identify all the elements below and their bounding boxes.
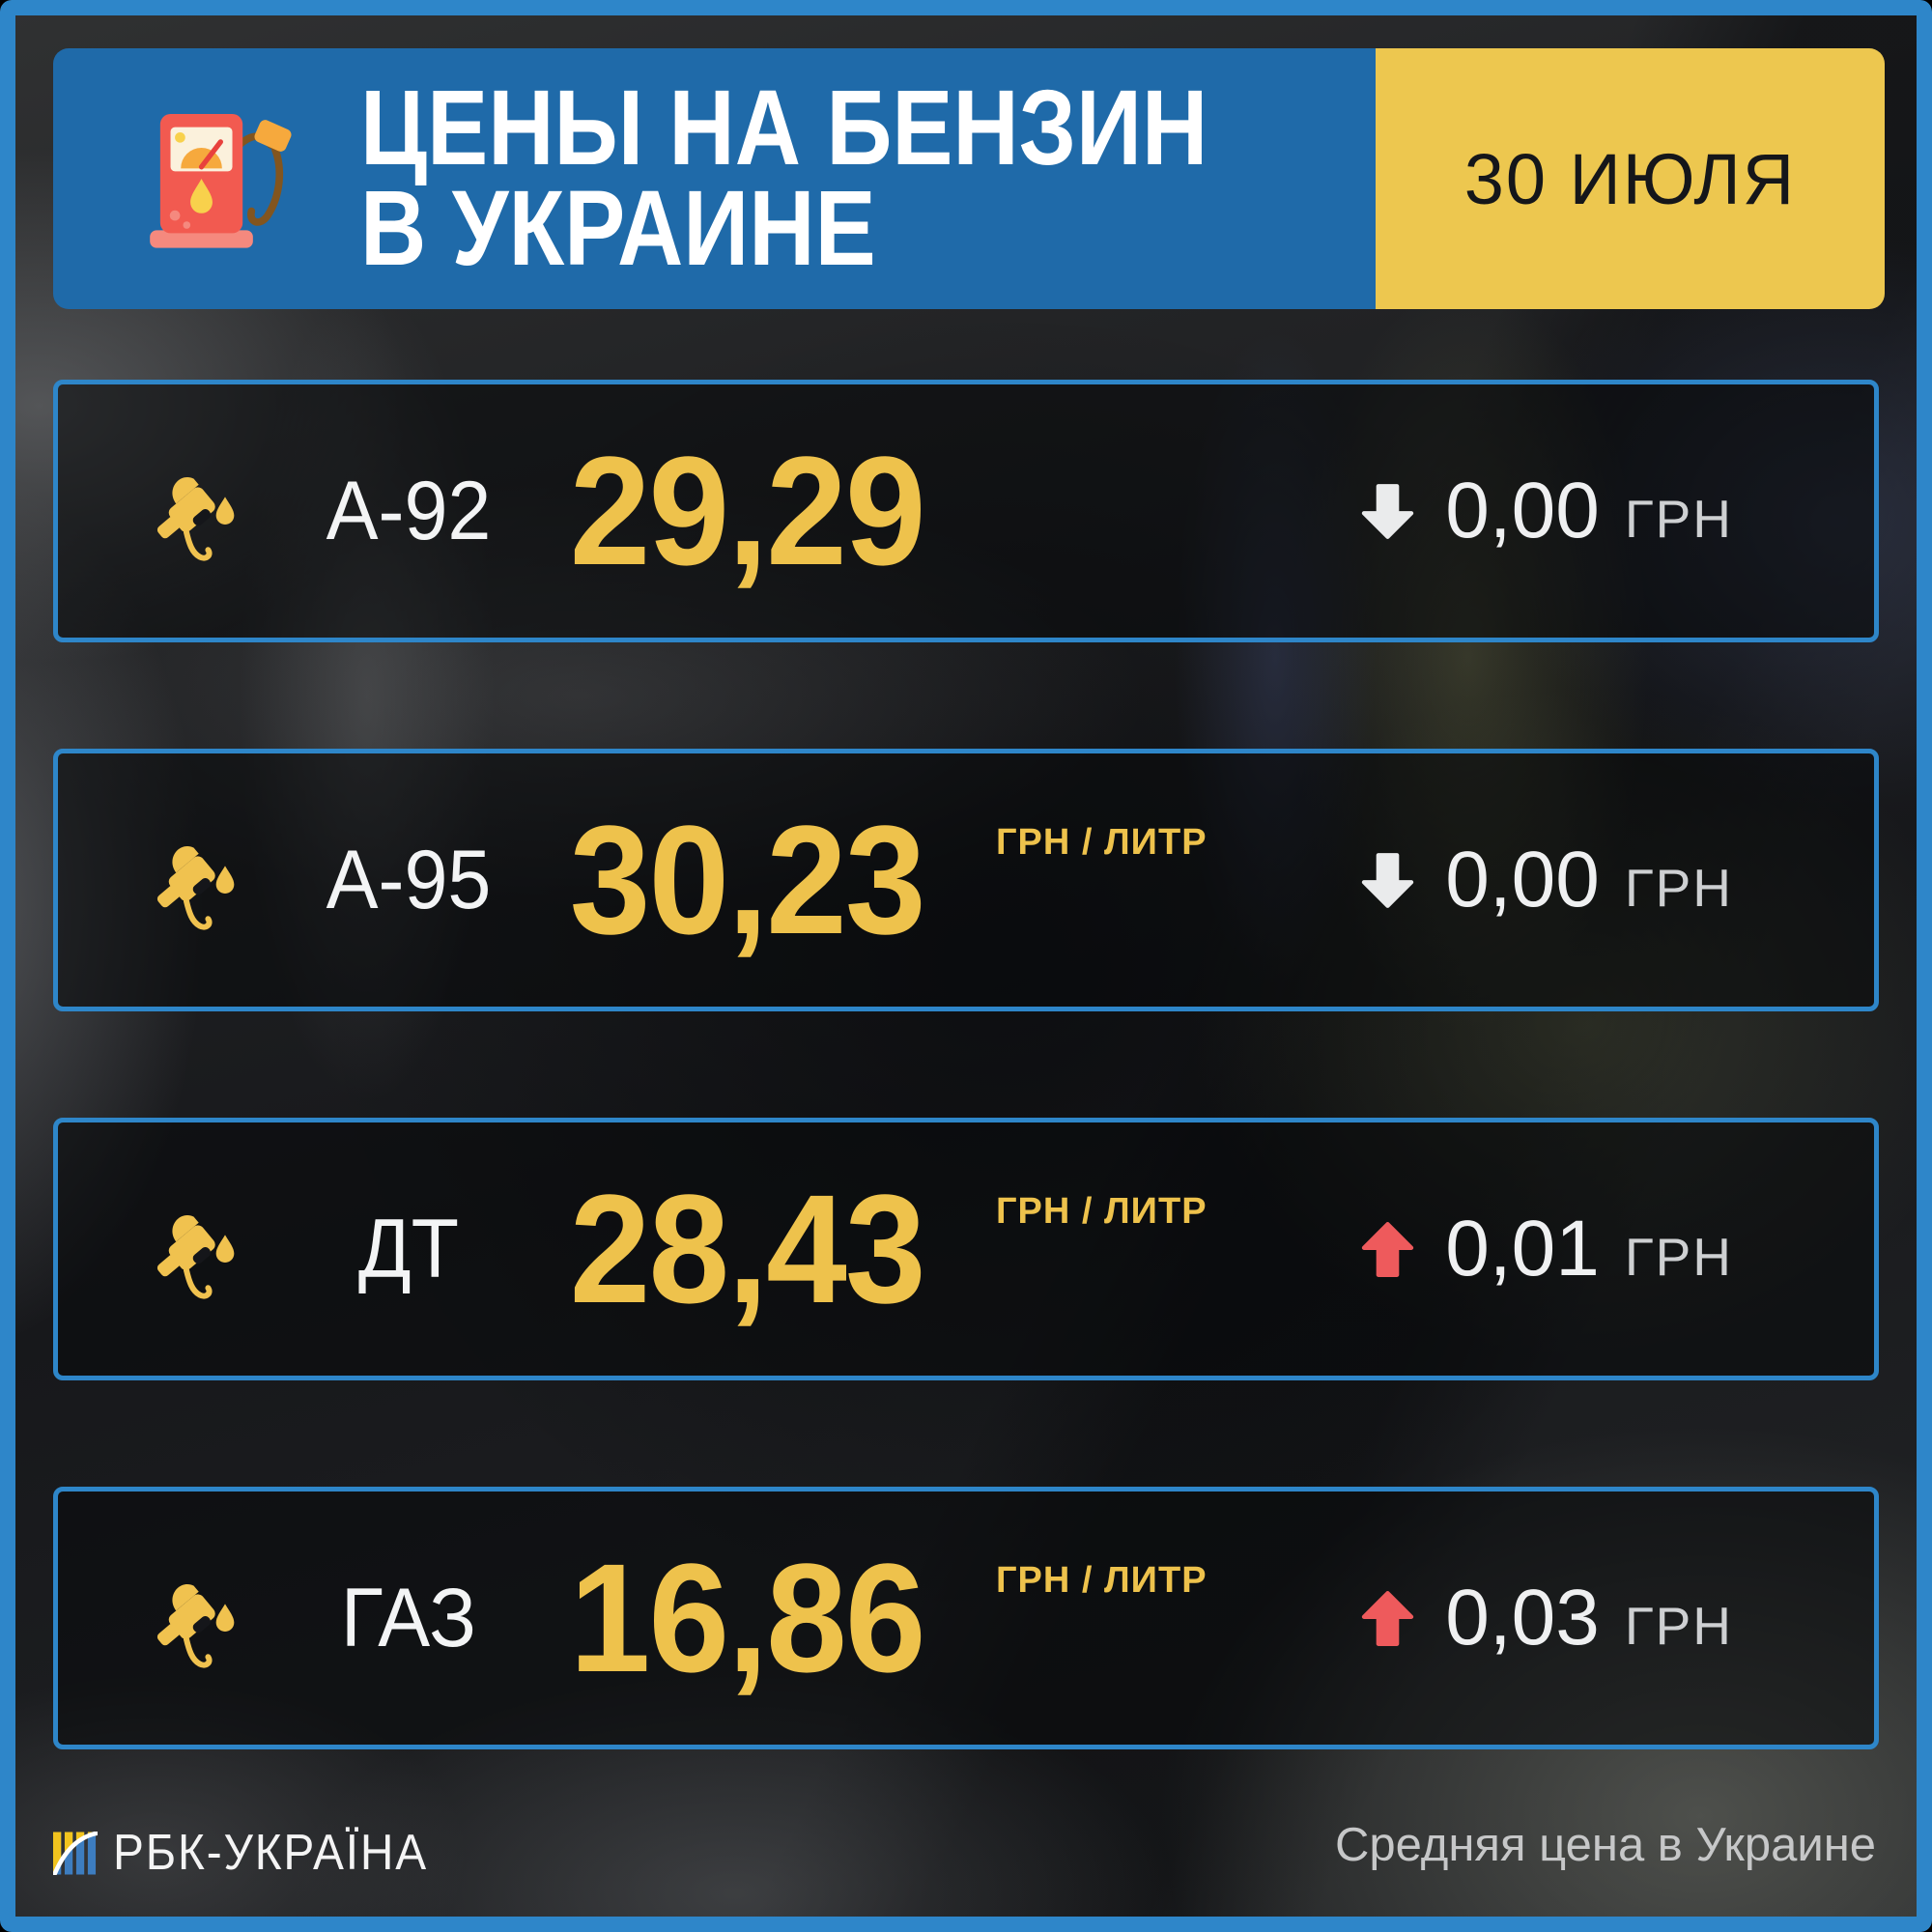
fuel-nozzle-icon <box>148 824 244 936</box>
fuel-name: А-95 <box>326 833 492 926</box>
fuel-price-unit: ГРН / ЛИТР <box>996 1560 1208 1601</box>
fuel-row-a95: А-95 30,23 ГРН / ЛИТР 0,00 ГРН <box>53 749 1879 1011</box>
fuel-pump-icon <box>150 113 292 248</box>
header: ЦЕНЫ НА БЕНЗИН В УКРАИНЕ 30 ИЮЛЯ <box>53 48 1885 309</box>
brand-name: РБК-УКРАЇНА <box>113 1825 428 1881</box>
fuel-price: 30,23 ГРН / ЛИТР <box>544 753 1207 1007</box>
rbc-ukraine-logo-icon <box>53 1831 98 1875</box>
price-change: 0,03 ГРН <box>1357 1573 1733 1663</box>
poster-title: ЦЕНЫ НА БЕНЗИН В УКРАИНЕ <box>360 69 1208 288</box>
price-change: 0,01 ГРН <box>1357 1204 1733 1294</box>
price-change-value: 0,01 <box>1445 1205 1600 1293</box>
price-change: 0,00 ГРН <box>1357 466 1733 556</box>
price-change-value: 0,00 <box>1445 467 1600 554</box>
price-change-unit: ГРН <box>1624 1596 1733 1656</box>
up-arrow-icon <box>1362 1590 1414 1646</box>
fuel-price-unit: ГРН / ЛИТР <box>996 822 1208 863</box>
fuel-price-value: 28,43 <box>569 1162 926 1335</box>
price-change-unit: ГРН <box>1624 489 1733 549</box>
down-arrow-icon <box>1362 483 1414 539</box>
price-change: 0,00 ГРН <box>1357 835 1733 925</box>
date-badge: 30 ИЮЛЯ <box>1376 48 1885 309</box>
date-badge-label: 30 ИЮЛЯ <box>1463 138 1797 219</box>
price-change-unit: ГРН <box>1624 1227 1733 1287</box>
fuel-price-value: 29,29 <box>569 424 926 597</box>
fuel-price: 16,86 ГРН / ЛИТР <box>544 1492 1207 1745</box>
price-change-value: 0,03 <box>1445 1574 1600 1662</box>
fuel-name: ДТ <box>357 1202 460 1295</box>
fuel-nozzle-icon <box>148 1193 244 1305</box>
fuel-price: 29,29 <box>544 384 950 638</box>
price-change-unit: ГРН <box>1624 858 1733 918</box>
fuel-price-value: 16,86 <box>569 1531 926 1704</box>
fuel-name: ГАЗ <box>340 1571 477 1664</box>
fuel-row-a92: А-92 29,29 0,00 ГРН <box>53 380 1879 642</box>
fuel-row-gaz: ГАЗ 16,86 ГРН / ЛИТР 0,03 ГРН <box>53 1487 1879 1749</box>
fuel-name: А-92 <box>326 464 492 557</box>
up-arrow-icon <box>1362 1221 1414 1277</box>
title-line-1: ЦЕНЫ НА БЕНЗИН <box>360 69 1208 187</box>
fuel-price: 28,43 ГРН / ЛИТР <box>544 1122 1207 1376</box>
footer-note: Средняя цена в Украине <box>1334 1819 1876 1871</box>
fuel-price-value: 30,23 <box>569 793 926 966</box>
fuel-row-dt: ДТ 28,43 ГРН / ЛИТР 0,01 ГРН <box>53 1118 1879 1380</box>
header-title-box: ЦЕНЫ НА БЕНЗИН В УКРАИНЕ <box>53 48 1376 309</box>
fuel-nozzle-icon <box>148 455 244 567</box>
title-line-2: В УКРАИНЕ <box>360 169 876 288</box>
fuel-nozzle-icon <box>148 1562 244 1674</box>
price-change-value: 0,00 <box>1445 836 1600 923</box>
brand: РБК-УКРАЇНА <box>53 1824 455 1882</box>
fuel-price-unit: ГРН / ЛИТР <box>996 1191 1208 1232</box>
down-arrow-icon <box>1362 852 1414 908</box>
